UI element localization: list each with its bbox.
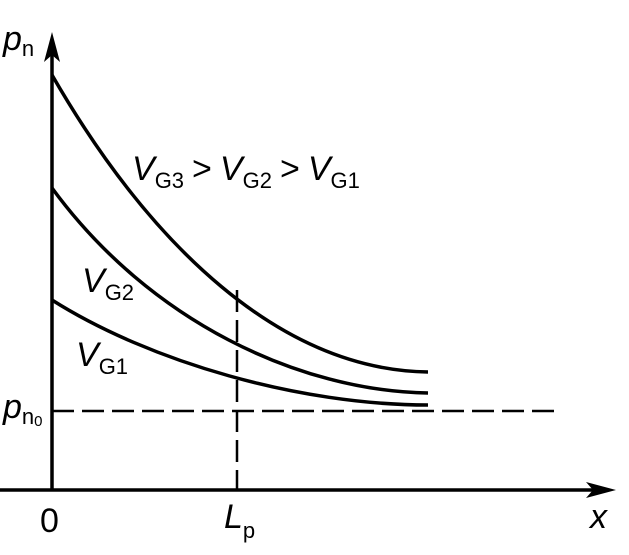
marker-label: Lp xyxy=(224,498,255,543)
y-label-main: p xyxy=(2,20,22,58)
marker-main: L xyxy=(224,498,243,536)
marker-sub: p xyxy=(243,518,255,543)
curve-label-sub: G1 xyxy=(99,354,128,379)
term-main: V xyxy=(308,150,334,188)
origin-label: 0 xyxy=(40,502,59,540)
curve-label-vg1: VG1 xyxy=(76,336,128,379)
baseline-subsub: 0 xyxy=(34,413,42,430)
separator: > xyxy=(192,150,212,188)
baseline-main: p xyxy=(2,388,22,426)
y-arrow xyxy=(44,32,60,62)
curve-vg2 xyxy=(50,186,429,395)
term-sub: G1 xyxy=(331,168,360,193)
term-main: V xyxy=(132,150,158,188)
curve-label-main: V xyxy=(82,262,108,300)
term-sub: G3 xyxy=(155,168,184,193)
y-label: pn xyxy=(2,20,34,61)
curve-label-main: V xyxy=(76,336,102,374)
relation: VG3 > VG2 > VG1 xyxy=(132,150,360,193)
curve-label-sub: G2 xyxy=(105,280,134,305)
curve-vg1 xyxy=(51,298,429,407)
curve-label-vg2: VG2 xyxy=(82,262,134,305)
term-sub: G2 xyxy=(243,168,272,193)
y-label-sub: n xyxy=(22,36,34,61)
separator: > xyxy=(280,150,300,188)
axes xyxy=(0,48,605,492)
baseline-label: pn0 xyxy=(2,388,43,430)
curve-vg3 xyxy=(50,74,429,374)
baseline-sub: n xyxy=(22,404,34,429)
x-label: x xyxy=(588,498,608,536)
x-arrow xyxy=(586,482,616,498)
term-main: V xyxy=(220,150,246,188)
